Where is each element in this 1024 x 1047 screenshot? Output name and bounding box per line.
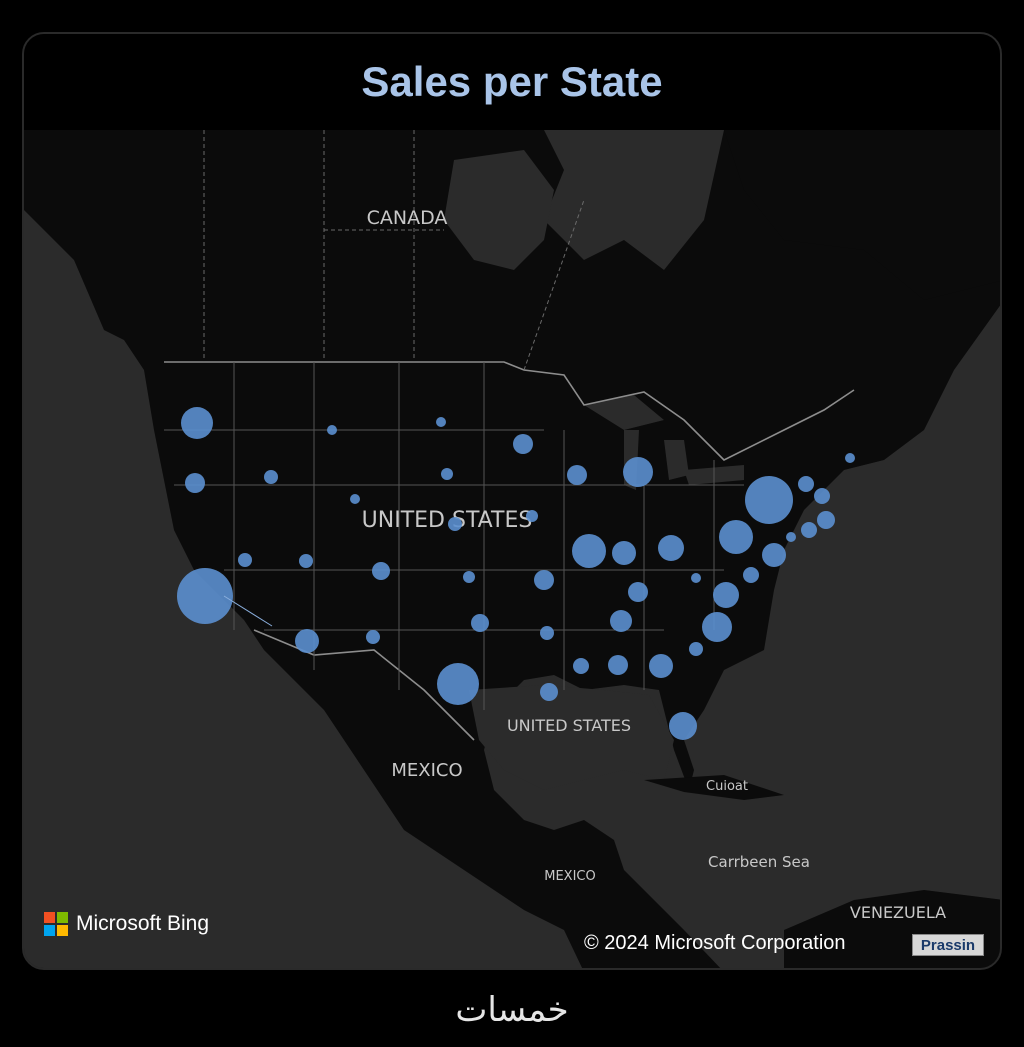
label-cuba: Cuioat (706, 779, 748, 794)
bubble-new-mexico[interactable] (366, 630, 380, 644)
bubble-indiana[interactable] (612, 541, 636, 565)
bubble-mississippi[interactable] (573, 658, 589, 674)
bubble-new-jersey[interactable] (762, 543, 786, 567)
label-gulf-united-states: UNITED STATES (507, 716, 631, 735)
bubble-montana[interactable] (327, 425, 337, 435)
bubble-vermont[interactable] (798, 476, 814, 492)
bubble-minnesota[interactable] (513, 434, 533, 454)
label-canada: CANADA (367, 207, 448, 229)
bubble-new-york[interactable] (745, 476, 793, 524)
label-mexico: MEXICO (391, 760, 462, 781)
bubble-maryland[interactable] (743, 567, 759, 583)
bubble-nebraska[interactable] (448, 517, 462, 531)
bing-label: Microsoft Bing (76, 912, 210, 935)
bubble-north-dakota[interactable] (436, 417, 446, 427)
label-venezuela: VENEZUELA (850, 903, 946, 922)
bubble-maine[interactable] (845, 453, 855, 463)
bubble-wisconsin[interactable] (567, 465, 587, 485)
bubble-connecticut[interactable] (801, 522, 817, 538)
bubble-georgia[interactable] (649, 654, 673, 678)
bubble-texas[interactable] (437, 663, 479, 705)
bubble-idaho[interactable] (264, 470, 278, 484)
bubble-florida[interactable] (669, 712, 697, 740)
map-card: Sales per State (22, 32, 1002, 970)
bubble-kentucky[interactable] (628, 582, 648, 602)
province-borders (203, 130, 585, 371)
bubble-delaware[interactable] (786, 532, 796, 542)
bubble-oregon[interactable] (185, 473, 205, 493)
bubble-virginia[interactable] (713, 582, 739, 608)
bubble-rhode-island[interactable] (814, 488, 830, 504)
bubble-oklahoma[interactable] (471, 614, 489, 632)
bubble-washington[interactable] (181, 407, 213, 439)
bubble-pennsylvania[interactable] (719, 520, 753, 554)
bubble-utah[interactable] (299, 554, 313, 568)
bubble-michigan[interactable] (623, 457, 653, 487)
chart-title: Sales per State (361, 58, 663, 105)
bubble-iowa[interactable] (526, 510, 538, 522)
footer-logo: خمسات (455, 990, 569, 1030)
bubble-illinois[interactable] (572, 534, 606, 568)
bubble-south-dakota[interactable] (441, 468, 453, 480)
bubble-massachusetts[interactable] (817, 511, 835, 529)
northern-islands (724, 130, 1000, 300)
california-leader-line (223, 595, 273, 627)
bubble-california[interactable] (177, 568, 233, 624)
bubble-colorado[interactable] (372, 562, 390, 580)
bing-attribution[interactable]: Microsoft Bing (44, 912, 209, 936)
bubble-arizona[interactable] (295, 629, 319, 653)
label-mexico-small: MEXICO (544, 869, 595, 884)
bubble-nevada[interactable] (238, 553, 252, 567)
hudson-bay (444, 150, 554, 270)
label-united-states: UNITED STATES (362, 508, 533, 533)
copyright-text: © 2024 Microsoft Corporation (584, 932, 846, 954)
north-america-land (24, 130, 1000, 968)
microsoft-logo-icon (44, 912, 68, 936)
cuba (644, 775, 784, 800)
bubble-kansas[interactable] (463, 571, 475, 583)
label-caribbean-sea: Carrbeen Sea (708, 853, 810, 871)
bubble-louisiana[interactable] (540, 683, 558, 701)
watermark-badge: Prassin (912, 934, 984, 956)
title-bar: Sales per State (24, 34, 1000, 130)
state-borders (164, 362, 744, 710)
sales-bubbles (177, 407, 855, 740)
bubble-wyoming[interactable] (350, 494, 360, 504)
bubble-south-carolina[interactable] (689, 642, 703, 656)
bubble-missouri[interactable] (534, 570, 554, 590)
great-lakes (584, 395, 744, 490)
bubble-arkansas[interactable] (540, 626, 554, 640)
bubble-north-carolina[interactable] (702, 612, 732, 642)
map-canvas[interactable]: CANADA UNITED STATES UNITED STATES MEXIC… (24, 130, 1002, 970)
bubble-west-virginia[interactable] (691, 573, 701, 583)
gulf-of-mexico (469, 685, 674, 790)
bubble-tennessee[interactable] (610, 610, 632, 632)
bubble-ohio[interactable] (658, 535, 684, 561)
bubble-alabama[interactable] (608, 655, 628, 675)
map-view[interactable]: CANADA UNITED STATES UNITED STATES MEXIC… (24, 130, 1002, 970)
